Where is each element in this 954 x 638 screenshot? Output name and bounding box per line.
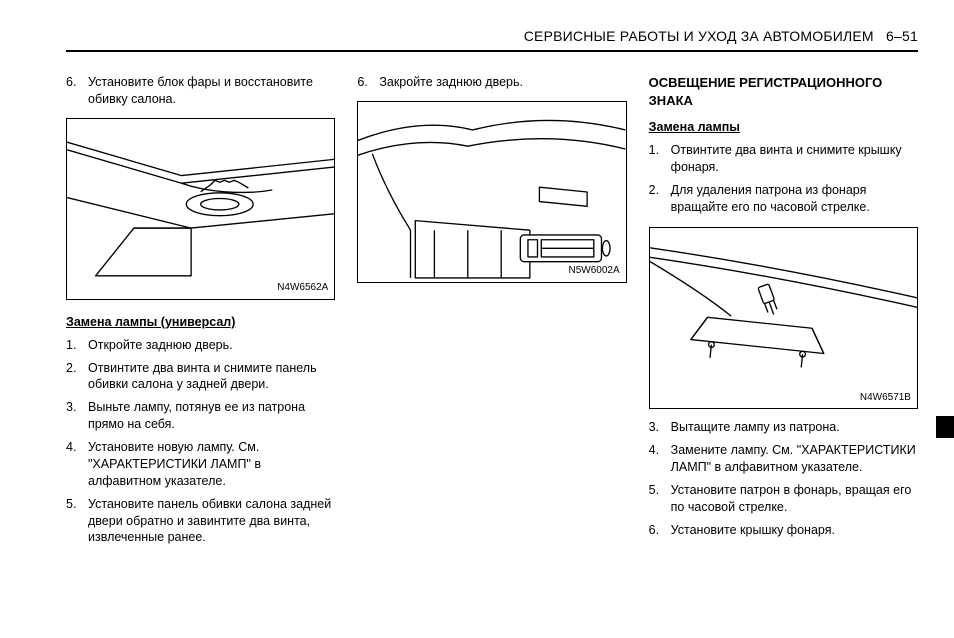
item-number: 3. [66, 399, 88, 433]
item-text: Замените лампу. См. "ХАРАКТЕРИСТИКИ ЛАМП… [671, 442, 918, 476]
item-text: Откройте заднюю дверь. [88, 337, 335, 354]
list-item: 2.Для удаления патрона из фонаря вращайт… [649, 182, 918, 216]
col1-top-list: 6. Установите блок фары и восстановите о… [66, 74, 335, 114]
item-number: 2. [66, 360, 88, 394]
item-text: Установите блок фары и восстановите обив… [88, 74, 335, 108]
item-text: Установите патрон в фонарь, вращая его п… [671, 482, 918, 516]
page-tab-marker [936, 416, 954, 438]
item-text: Установите крышку фонаря. [671, 522, 918, 539]
header-page: 6–51 [886, 28, 918, 44]
item-text: Отвинтите два винта и снимите крышку фон… [671, 142, 918, 176]
item-text: Отвинтите два винта и снимите панель оби… [88, 360, 335, 394]
figure-1-tag: N4W6562A [277, 281, 328, 295]
list-item: 6. Закройте заднюю дверь. [357, 74, 626, 91]
item-number: 4. [649, 442, 671, 476]
item-number: 1. [649, 142, 671, 176]
figure-3-tag: N4W6571B [860, 391, 911, 405]
figure-1: N4W6562A [66, 118, 335, 300]
col1-subheading: Замена лампы (универсал) [66, 314, 335, 331]
figure-2-tag: N5W6002A [569, 264, 620, 278]
list-item: 6.Установите крышку фонаря. [649, 522, 918, 539]
item-number: 3. [649, 419, 671, 436]
list-item: 5.Установите патрон в фонарь, вращая его… [649, 482, 918, 516]
col2-top-list: 6. Закройте заднюю дверь. [357, 74, 626, 97]
item-number: 5. [66, 496, 88, 547]
col3-steps-a: 1.Отвинтите два винта и снимите крышку ф… [649, 142, 918, 222]
content-columns: 6. Установите блок фары и восстановите о… [66, 74, 918, 552]
item-number: 1. [66, 337, 88, 354]
item-number: 6. [357, 74, 379, 91]
item-number: 5. [649, 482, 671, 516]
col3-heading: ОСВЕЩЕНИЕ РЕГИСТРАЦИОННОГО ЗНАКА [649, 74, 918, 109]
item-text: Установите панель обивки салона задней д… [88, 496, 335, 547]
item-text: Установите новую лампу. См. "ХАРАКТЕРИСТ… [88, 439, 335, 490]
header-rule [66, 50, 918, 52]
col3-steps-b: 3.Вытащите лампу из патрона.4.Замените л… [649, 419, 918, 544]
list-item: 3.Выньте лампу, потянув ее из патрона пр… [66, 399, 335, 433]
item-text: Закройте заднюю дверь. [379, 74, 626, 91]
page-header: СЕРВИСНЫЕ РАБОТЫ И УХОД ЗА АВТОМОБИЛЕМ 6… [66, 28, 918, 50]
list-item: 6. Установите блок фары и восстановите о… [66, 74, 335, 108]
item-text: Вытащите лампу из патрона. [671, 419, 918, 436]
item-text: Для удаления патрона из фонаря вращайте … [671, 182, 918, 216]
list-item: 4.Замените лампу. См. "ХАРАКТЕРИСТИКИ ЛА… [649, 442, 918, 476]
list-item: 2.Отвинтите два винта и снимите панель о… [66, 360, 335, 394]
item-number: 2. [649, 182, 671, 216]
item-number: 6. [66, 74, 88, 108]
figure-3-svg [650, 228, 917, 408]
column-3: ОСВЕЩЕНИЕ РЕГИСТРАЦИОННОГО ЗНАКА Замена … [649, 74, 918, 552]
item-number: 4. [66, 439, 88, 490]
col1-steps: 1.Откройте заднюю дверь.2.Отвинтите два … [66, 337, 335, 553]
list-item: 1.Отвинтите два винта и снимите крышку ф… [649, 142, 918, 176]
list-item: 5.Установите панель обивки салона задней… [66, 496, 335, 547]
list-item: 1.Откройте заднюю дверь. [66, 337, 335, 354]
column-2: 6. Закройте заднюю дверь. [357, 74, 626, 552]
figure-2-svg [358, 102, 625, 282]
header-title: СЕРВИСНЫЕ РАБОТЫ И УХОД ЗА АВТОМОБИЛЕМ [524, 28, 874, 44]
list-item: 4.Установите новую лампу. См. "ХАРАКТЕРИ… [66, 439, 335, 490]
item-text: Выньте лампу, потянув ее из патрона прям… [88, 399, 335, 433]
figure-1-svg [67, 119, 334, 299]
figure-3: N4W6571B [649, 227, 918, 409]
figure-2: N5W6002A [357, 101, 626, 283]
column-1: 6. Установите блок фары и восстановите о… [66, 74, 335, 552]
list-item: 3.Вытащите лампу из патрона. [649, 419, 918, 436]
item-number: 6. [649, 522, 671, 539]
col3-subheading: Замена лампы [649, 119, 918, 136]
